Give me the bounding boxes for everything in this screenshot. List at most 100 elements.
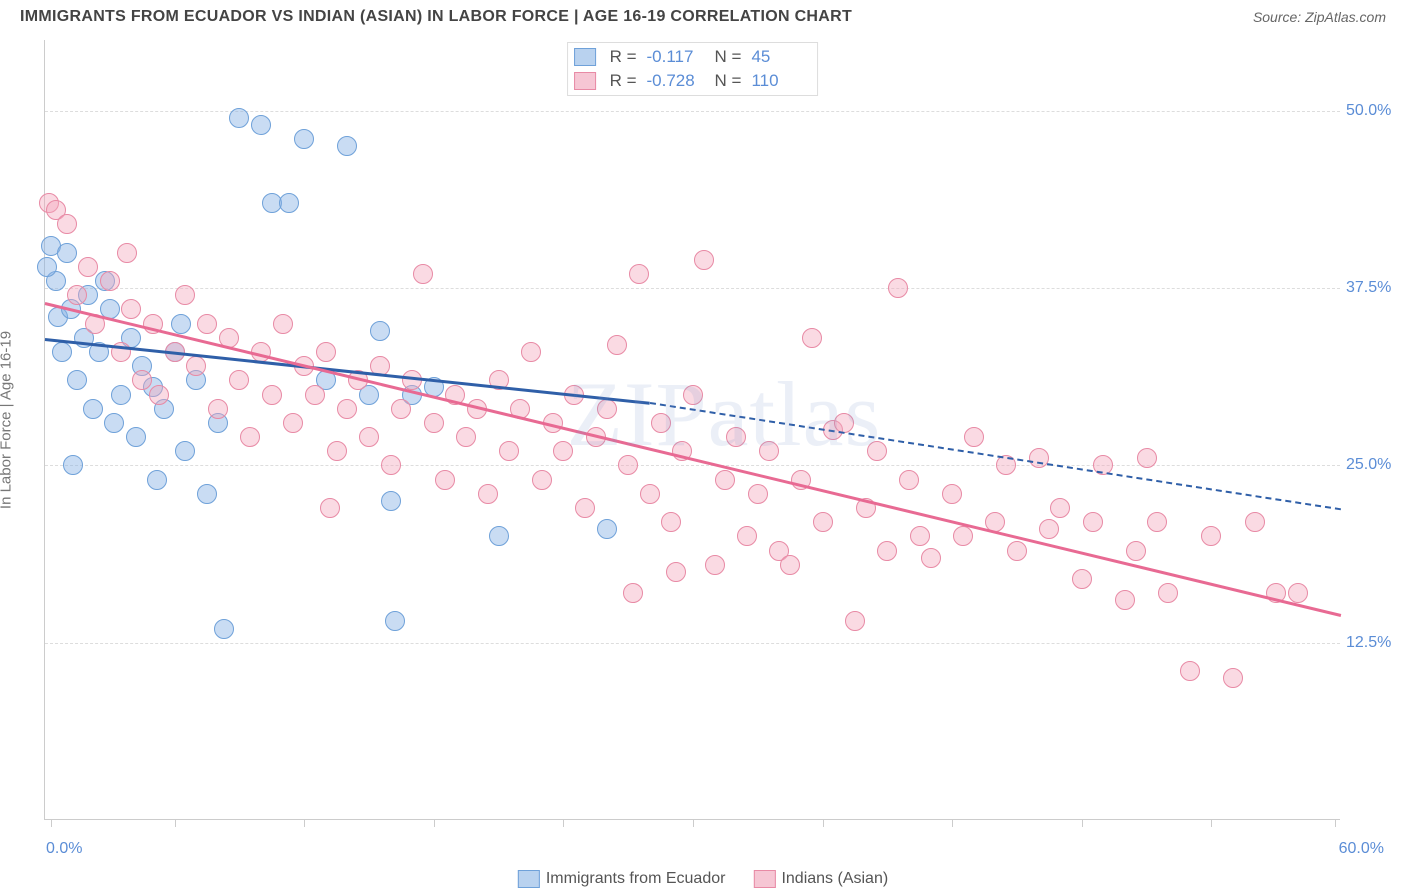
data-point-indian: [381, 455, 401, 475]
data-point-indian: [618, 455, 638, 475]
x-tick: [1082, 819, 1083, 827]
data-point-indian: [651, 413, 671, 433]
data-point-indian: [1126, 541, 1146, 561]
data-point-indian: [813, 512, 833, 532]
data-point-indian: [327, 441, 347, 461]
legend-row-ecuador: R =-0.117N =45: [574, 45, 812, 69]
x-tick: [952, 819, 953, 827]
data-point-ecuador: [111, 385, 131, 405]
data-point-indian: [921, 548, 941, 568]
data-point-indian: [666, 562, 686, 582]
data-point-indian: [499, 441, 519, 461]
gridline: [45, 643, 1340, 644]
swatch-icon: [574, 48, 596, 66]
data-point-indian: [456, 427, 476, 447]
r-value: -0.117: [647, 45, 707, 69]
data-point-indian: [1147, 512, 1167, 532]
data-point-indian: [575, 498, 595, 518]
x-tick: [693, 819, 694, 827]
x-tick: [175, 819, 176, 827]
data-point-indian: [597, 399, 617, 419]
data-point-indian: [229, 370, 249, 390]
data-point-indian: [57, 214, 77, 234]
x-tick: [823, 819, 824, 827]
data-point-ecuador: [175, 441, 195, 461]
data-point-indian: [273, 314, 293, 334]
data-point-indian: [748, 484, 768, 504]
x-axis-max-label: 60.0%: [1339, 840, 1384, 858]
chart-title: IMMIGRANTS FROM ECUADOR VS INDIAN (ASIAN…: [20, 8, 852, 26]
y-axis-label: In Labor Force | Age 16-19: [0, 331, 15, 509]
legend-label: Immigrants from Ecuador: [546, 870, 726, 888]
data-point-indian: [964, 427, 984, 447]
legend-label: Indians (Asian): [781, 870, 888, 888]
x-tick: [563, 819, 564, 827]
data-point-indian: [435, 470, 455, 490]
data-point-ecuador: [229, 108, 249, 128]
r-label: R =: [610, 45, 637, 69]
swatch-icon: [574, 72, 596, 90]
data-point-indian: [283, 413, 303, 433]
data-point-indian: [942, 484, 962, 504]
legend-item: Immigrants from Ecuador: [518, 870, 726, 888]
data-point-indian: [1288, 583, 1308, 603]
data-point-indian: [802, 328, 822, 348]
data-point-ecuador: [381, 491, 401, 511]
data-point-indian: [661, 512, 681, 532]
data-point-ecuador: [279, 193, 299, 213]
data-point-indian: [623, 583, 643, 603]
data-point-ecuador: [83, 399, 103, 419]
legend-top: R =-0.117N =45R =-0.728N =110: [567, 42, 819, 96]
data-point-ecuador: [294, 129, 314, 149]
x-tick: [1335, 819, 1336, 827]
data-point-indian: [1007, 541, 1027, 561]
data-point-indian: [424, 413, 444, 433]
data-point-indian: [305, 385, 325, 405]
data-point-ecuador: [52, 342, 72, 362]
data-point-indian: [694, 250, 714, 270]
x-tick: [304, 819, 305, 827]
n-value: 110: [751, 69, 811, 93]
data-point-indian: [391, 399, 411, 419]
data-point-ecuador: [337, 136, 357, 156]
data-point-indian: [320, 498, 340, 518]
data-point-ecuador: [67, 370, 87, 390]
data-point-indian: [640, 484, 660, 504]
data-point-indian: [705, 555, 725, 575]
data-point-indian: [337, 399, 357, 419]
data-point-ecuador: [147, 470, 167, 490]
data-point-indian: [867, 441, 887, 461]
data-point-indian: [1158, 583, 1178, 603]
source-label: Source: ZipAtlas.com: [1253, 9, 1386, 25]
data-point-indian: [175, 285, 195, 305]
y-tick-label: 25.0%: [1346, 456, 1406, 474]
data-point-ecuador: [597, 519, 617, 539]
legend-bottom: Immigrants from Ecuador Indians (Asian): [518, 870, 888, 888]
chart-area: 12.5%25.0%37.5%50.0% ZIPatlas R =-0.117N…: [44, 40, 1340, 820]
data-point-indian: [1029, 448, 1049, 468]
data-point-indian: [1223, 668, 1243, 688]
r-label: R =: [610, 69, 637, 93]
r-value: -0.728: [647, 69, 707, 93]
y-tick-label: 12.5%: [1346, 634, 1406, 652]
legend-item: Indians (Asian): [753, 870, 888, 888]
data-point-ecuador: [489, 526, 509, 546]
data-point-ecuador: [197, 484, 217, 504]
data-point-indian: [1072, 569, 1092, 589]
data-point-indian: [413, 264, 433, 284]
data-point-ecuador: [171, 314, 191, 334]
data-point-indian: [553, 441, 573, 461]
data-point-indian: [100, 271, 120, 291]
data-point-indian: [953, 526, 973, 546]
data-point-indian: [521, 342, 541, 362]
data-point-indian: [208, 399, 228, 419]
data-point-indian: [845, 611, 865, 631]
data-point-indian: [1083, 512, 1103, 532]
n-label: N =: [715, 45, 742, 69]
data-point-indian: [359, 427, 379, 447]
data-point-indian: [478, 484, 498, 504]
data-point-ecuador: [57, 243, 77, 263]
data-point-indian: [877, 541, 897, 561]
data-point-indian: [629, 264, 649, 284]
swatch-icon: [753, 870, 775, 888]
